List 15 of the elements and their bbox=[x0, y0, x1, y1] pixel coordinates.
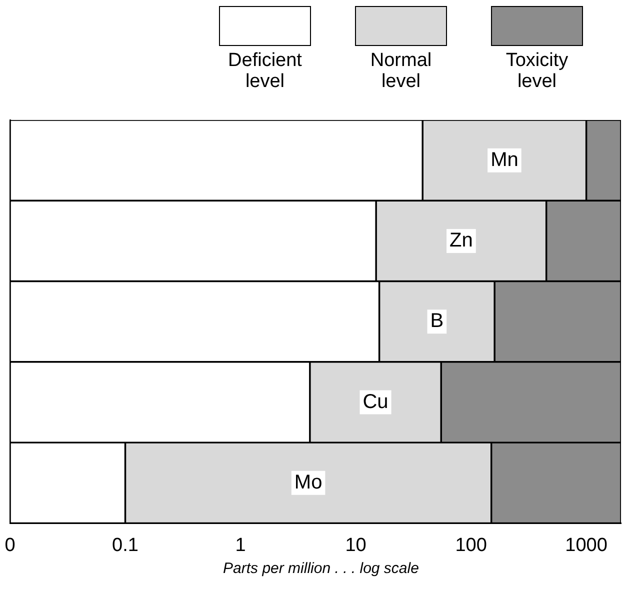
x-tick-label: 1 bbox=[235, 534, 246, 556]
legend-label: Normal level bbox=[369, 50, 433, 92]
y-tick-label: Mo bbox=[294, 471, 322, 494]
x-tick-label: 1000 bbox=[565, 534, 608, 556]
legend-label: Toxicity level bbox=[504, 50, 570, 92]
y-tick-label: Mn bbox=[490, 148, 518, 171]
y-tick-label: B bbox=[430, 310, 444, 332]
x-tick-label: 0.1 bbox=[112, 534, 138, 556]
y-tick-label: Zn bbox=[450, 229, 473, 252]
x-tick-label: 100 bbox=[455, 534, 487, 556]
x-tick-label: 10 bbox=[345, 534, 366, 556]
x-axis-title: Parts per million . . . log scale bbox=[222, 560, 420, 577]
x-tick-label: 0 bbox=[4, 534, 16, 556]
y-tick-label: Cu bbox=[362, 390, 388, 413]
series-label: Deficient level bbox=[227, 50, 303, 92]
